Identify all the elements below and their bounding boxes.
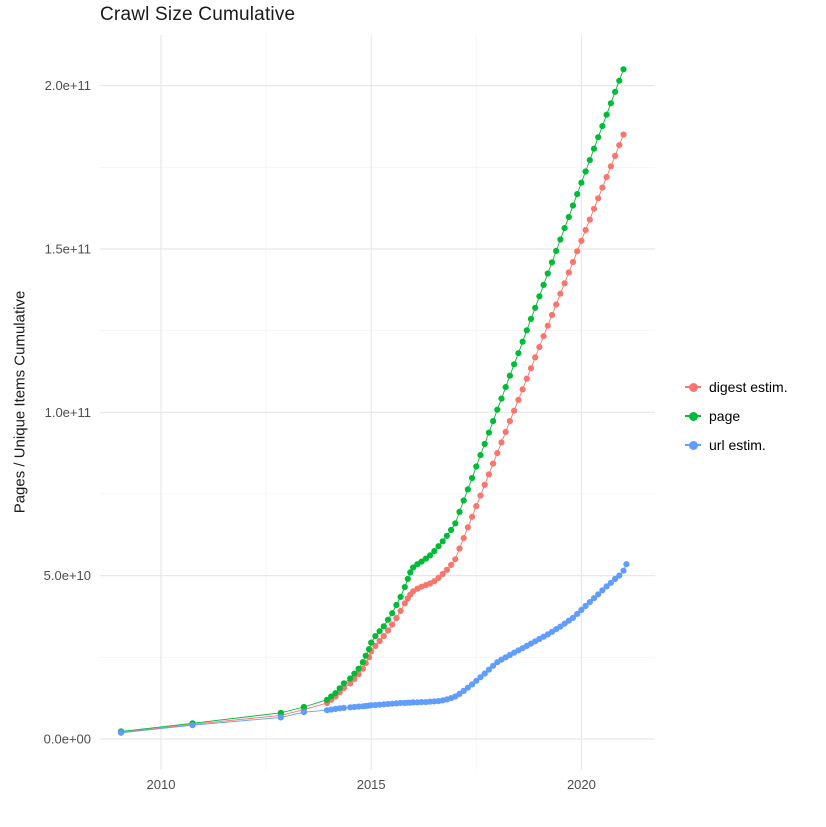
axis-tick-labels: 0.0e+00 5.0e+10 1.0e+11 1.5e+11 2.0e+11 2010 2…	[44, 78, 596, 792]
svg-text:1.5e+11: 1.5e+11	[45, 241, 91, 256]
legend: digest estim. page url estim.	[684, 378, 788, 454]
svg-text:1.0e+11: 1.0e+11	[45, 405, 91, 420]
svg-text:2020: 2020	[567, 777, 596, 792]
legend-label-digest: digest estim.	[709, 379, 788, 395]
svg-text:0.0e+00: 0.0e+00	[44, 731, 91, 746]
legend-marker-page-icon	[684, 407, 702, 425]
svg-text:5.0e+10: 5.0e+10	[44, 568, 91, 583]
svg-text:2015: 2015	[357, 777, 386, 792]
gridlines-minor	[100, 35, 655, 770]
legend-marker-url-icon	[684, 436, 702, 454]
gridlines-major	[100, 35, 655, 770]
series-url-estim	[117, 561, 630, 736]
svg-text:2010: 2010	[147, 777, 176, 792]
legend-label-page: page	[709, 408, 741, 424]
legend-item-url: url estim.	[684, 436, 788, 454]
legend-marker-digest-icon	[684, 378, 702, 396]
svg-text:2.0e+11: 2.0e+11	[45, 78, 91, 93]
legend-item-digest: digest estim.	[684, 378, 788, 396]
legend-label-url: url estim.	[709, 437, 766, 453]
legend-item-page: page	[684, 407, 788, 425]
series-page	[117, 66, 627, 735]
chart-title: Crawl Size Cumulative	[100, 4, 296, 25]
